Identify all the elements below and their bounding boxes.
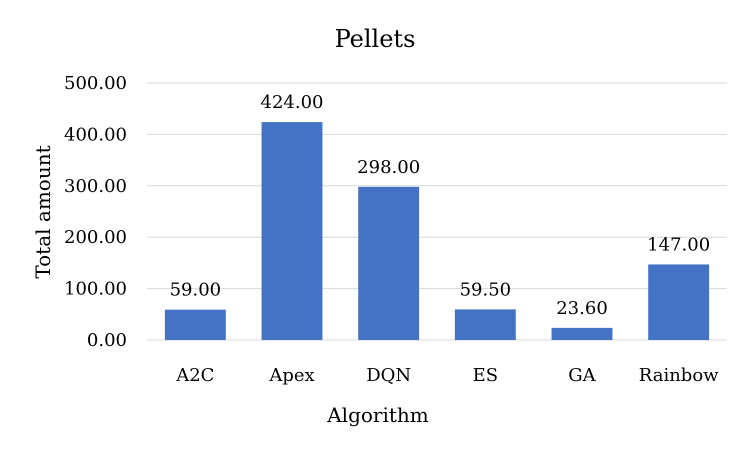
y-axis-title: Total amount xyxy=(31,145,55,278)
data-label-apex: 424.00 xyxy=(261,92,324,113)
data-label-es: 59.50 xyxy=(460,279,512,300)
bar-apex xyxy=(261,122,323,341)
y-tick-label: 500.00 xyxy=(64,73,127,94)
chart-title: Pellets xyxy=(335,25,416,53)
y-tick-label: 300.00 xyxy=(64,176,127,197)
x-tick-label-ga: GA xyxy=(568,365,596,386)
gridlines xyxy=(147,82,727,341)
data-label-dqn: 298.00 xyxy=(357,157,420,178)
x-tick-label-es: ES xyxy=(473,365,498,386)
x-axis-ticks: A2C Apex DQN ES GA Rainbow xyxy=(175,365,719,386)
x-axis-title: Algorithm xyxy=(326,403,429,427)
y-axis-ticks: 0.00 100.00 200.00 300.00 400.00 500.00 xyxy=(64,73,127,351)
x-tick-label-apex: Apex xyxy=(268,365,314,386)
data-labels: 59.00 424.00 298.00 59.50 23.60 147.00 xyxy=(170,92,711,319)
bar-dqn xyxy=(358,186,420,340)
bars xyxy=(164,122,710,341)
y-tick-label: 0.00 xyxy=(87,330,127,351)
y-tick-label: 100.00 xyxy=(64,279,127,300)
bar-rainbow xyxy=(648,264,710,340)
x-tick-label-rainbow: Rainbow xyxy=(639,365,719,386)
y-tick-label: 400.00 xyxy=(64,124,127,145)
x-tick-label-a2c: A2C xyxy=(175,365,214,386)
bar-ga xyxy=(551,327,613,340)
x-tick-label-dqn: DQN xyxy=(366,365,411,386)
data-label-a2c: 59.00 xyxy=(170,280,222,301)
y-tick-label: 200.00 xyxy=(64,227,127,248)
bar-es xyxy=(454,309,516,340)
data-label-ga: 23.60 xyxy=(556,298,608,319)
data-label-rainbow: 147.00 xyxy=(647,234,710,255)
bar-a2c xyxy=(164,309,226,340)
